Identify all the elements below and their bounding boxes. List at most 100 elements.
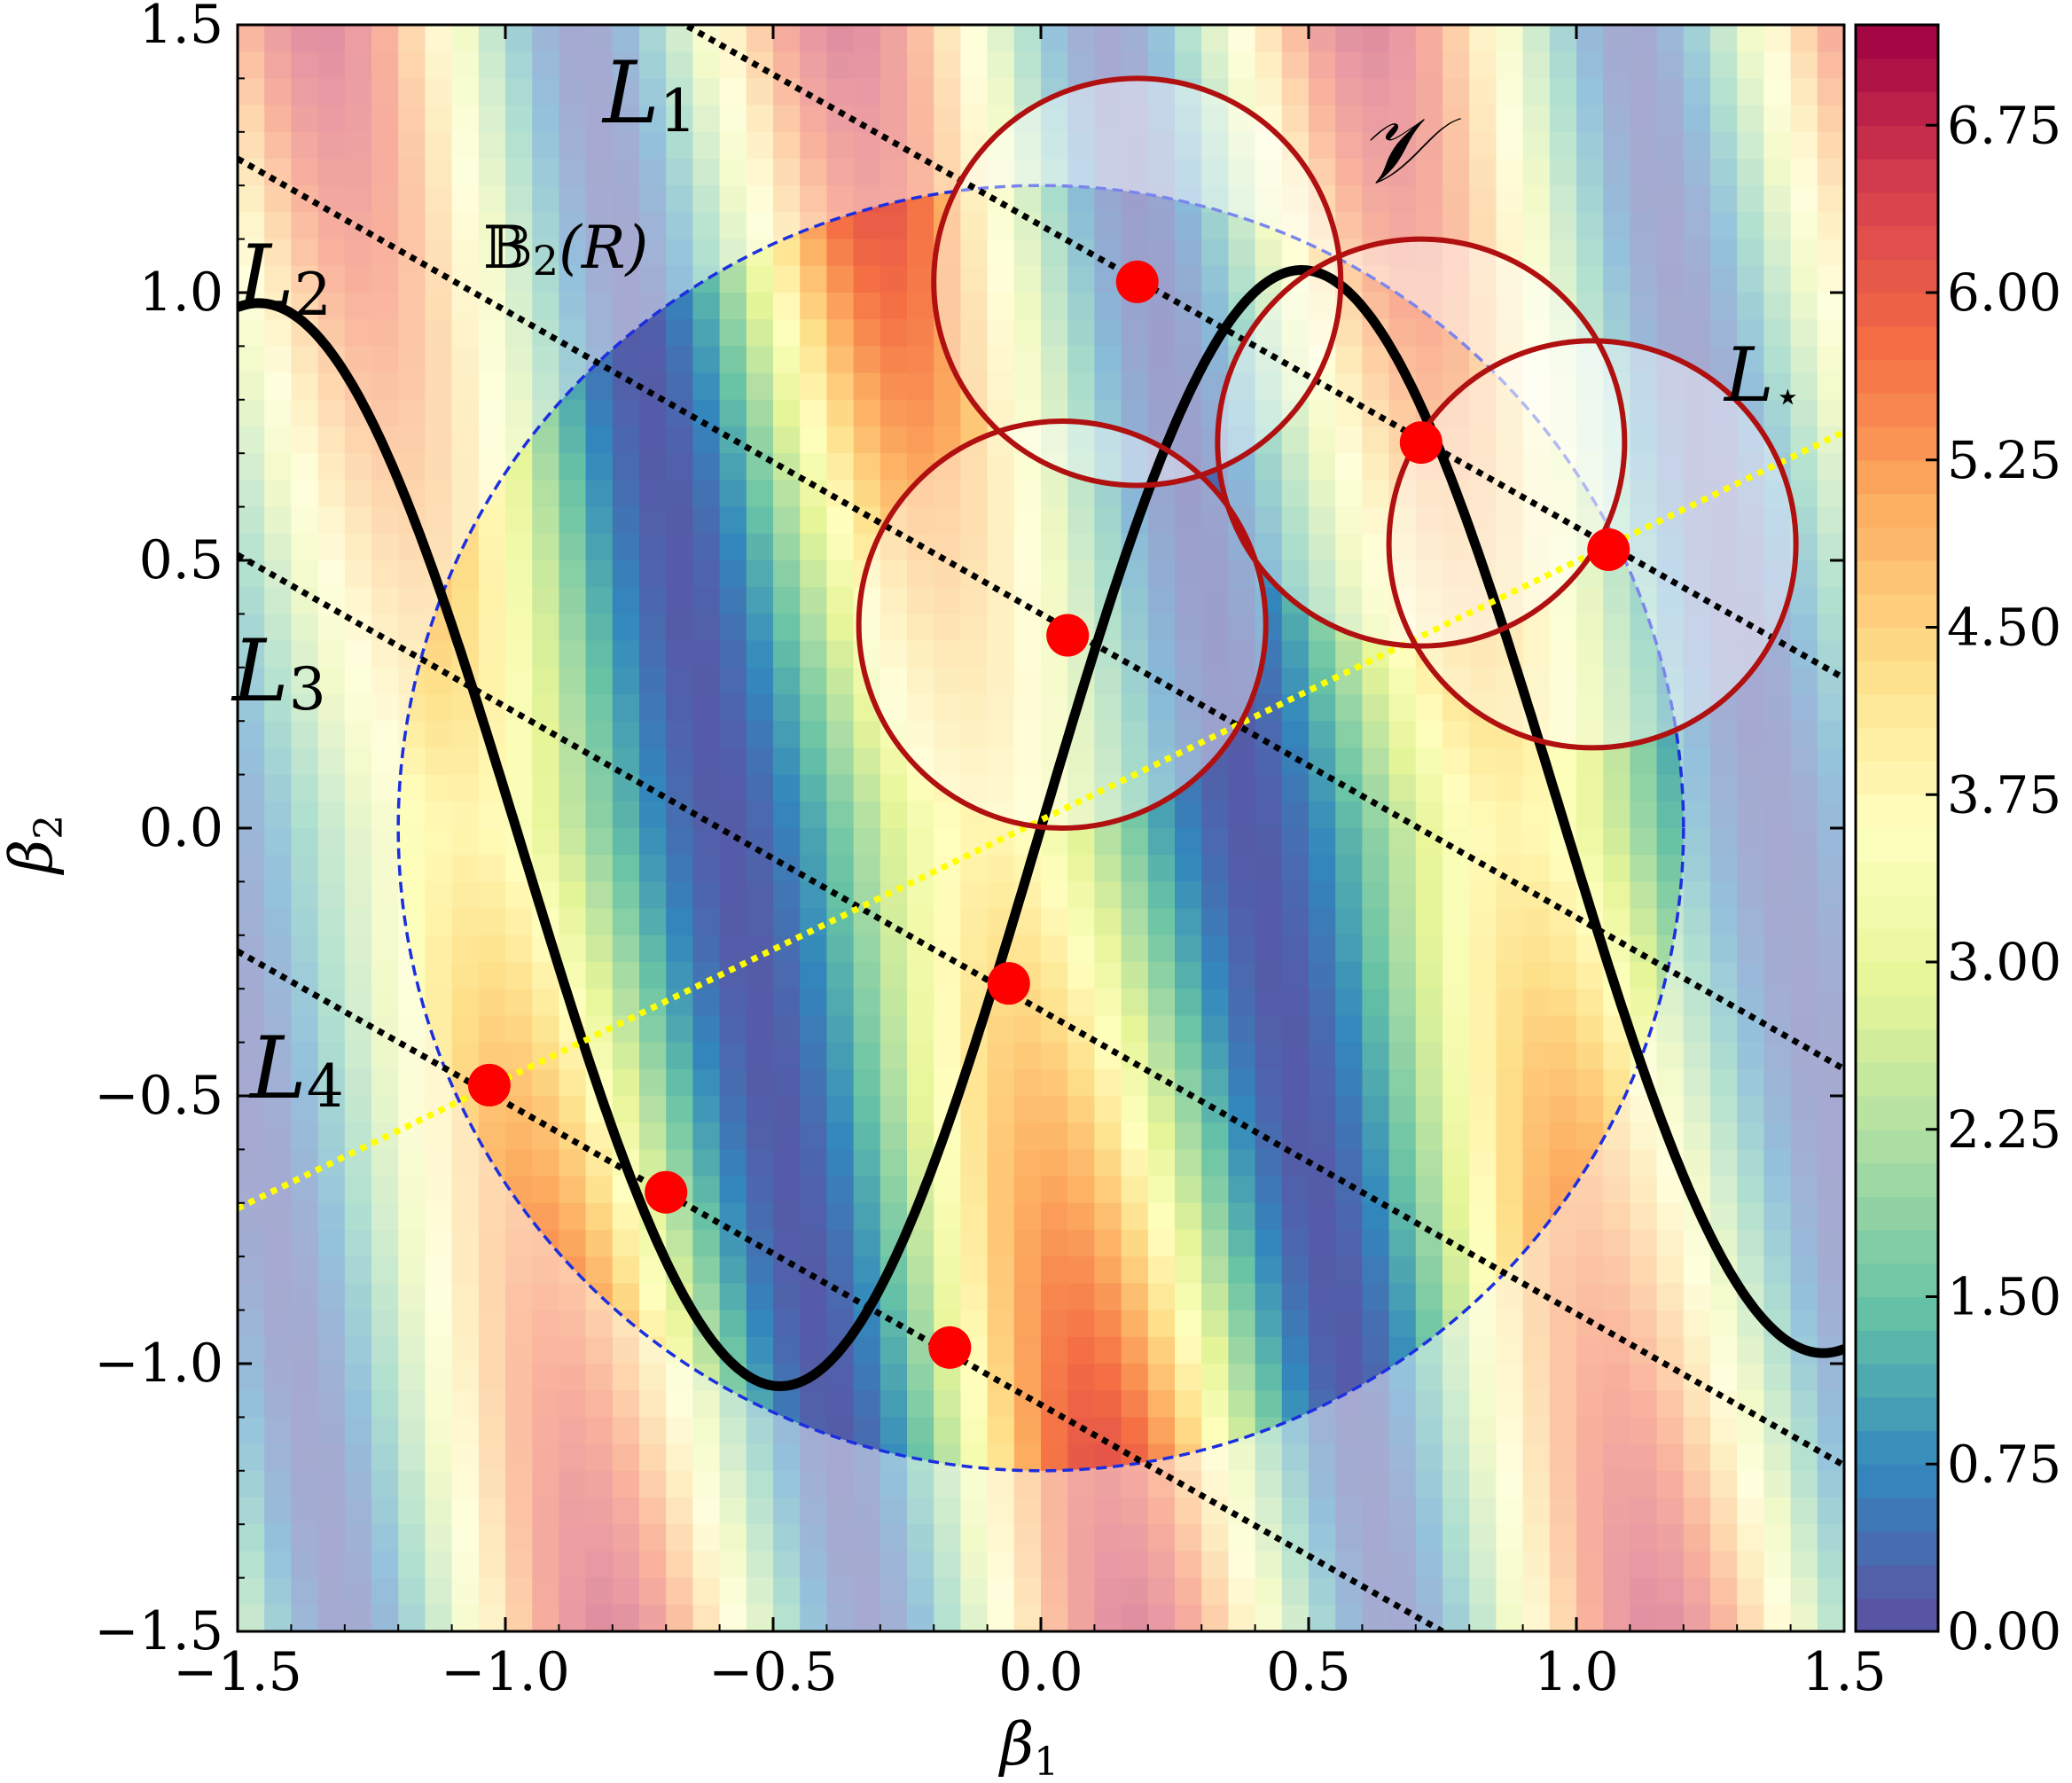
heatmap-cell: [238, 453, 265, 481]
heatmap-cell: [291, 828, 319, 856]
heatmap-cell: [344, 25, 372, 52]
heatmap-cell: [425, 1524, 453, 1552]
heatmap-cell: [264, 319, 293, 348]
heatmap-cell: [398, 1498, 426, 1525]
heatmap-cell-inside: [639, 694, 667, 722]
heatmap-cell: [585, 1551, 614, 1579]
heatmap-cell-inside: [666, 801, 694, 829]
heatmap-cell-inside: [451, 962, 480, 989]
heatmap-cell: [451, 1577, 480, 1606]
heatmap-cell-inside: [719, 989, 747, 1017]
heatmap-cell-inside: [666, 319, 694, 348]
heatmap-cell-inside: [505, 480, 533, 508]
heatmap-cell-inside: [425, 640, 453, 669]
heatmap-cell: [398, 293, 426, 320]
heatmap-cell-inside: [826, 614, 855, 642]
heatmap-cell: [398, 1202, 426, 1231]
heatmap-cell-inside: [800, 801, 828, 829]
heatmap-cell-inside: [826, 774, 855, 802]
heatmap-cell-inside: [773, 533, 801, 561]
heatmap-cell: [425, 506, 453, 535]
heatmap-cell-inside: [666, 1230, 694, 1257]
heatmap-cell: [264, 1390, 293, 1419]
heatmap-cell: [264, 426, 293, 454]
heatmap-cell-inside: [719, 801, 747, 829]
heatmap-cell: [371, 480, 399, 508]
heatmap-cell-inside: [451, 855, 480, 883]
heatmap-cell-inside: [505, 614, 533, 642]
heatmap-cell: [238, 640, 265, 669]
heatmap-cell-inside: [773, 1202, 801, 1231]
heatmap-cell: [612, 105, 640, 133]
heatmap-cell: [291, 265, 319, 293]
heatmap-cell: [291, 506, 319, 535]
heatmap-cell-inside: [719, 293, 747, 320]
heatmap-cell: [371, 935, 399, 963]
heatmap-cell: [371, 105, 399, 133]
heatmap-cell-inside: [800, 1015, 828, 1044]
heatmap-cell-inside: [585, 560, 614, 588]
heatmap-cell: [666, 1551, 694, 1579]
heatmap-cell: [317, 399, 346, 427]
heatmap-cell: [505, 1336, 533, 1365]
heatmap-cell-inside: [612, 1230, 640, 1257]
heatmap-cell: [666, 78, 694, 106]
heatmap-cell: [264, 1310, 293, 1338]
heatmap-cell: [317, 1524, 346, 1552]
heatmap-cell: [398, 1176, 426, 1204]
heatmap-cell: [371, 346, 399, 374]
heatmap-cell-inside: [692, 1042, 721, 1070]
heatmap-cell-inside: [559, 1149, 587, 1177]
heatmap-cell-inside: [800, 372, 828, 401]
heatmap-cell-inside: [719, 480, 747, 508]
heatmap-cell-inside: [666, 533, 694, 561]
heatmap-cell: [238, 1096, 265, 1123]
heatmap-cell-inside: [532, 453, 560, 481]
heatmap-cell-inside: [398, 828, 426, 856]
heatmap-cell: [639, 1498, 667, 1525]
heatmap-cell-inside: [773, 1256, 801, 1285]
heatmap-cell: [264, 989, 293, 1017]
heatmap-cell-inside: [692, 453, 721, 481]
heatmap-cell: [264, 1176, 293, 1204]
heatmap-cell: [425, 25, 453, 52]
heatmap-cell-inside: [559, 881, 587, 910]
heatmap-cell-inside: [826, 587, 855, 615]
heatmap-cell: [425, 1230, 453, 1257]
heatmap-cell-inside: [478, 855, 506, 883]
heatmap-cell: [425, 319, 453, 348]
heatmap-cell: [344, 51, 372, 80]
heatmap-cell: [612, 293, 640, 320]
heatmap-cell-inside: [692, 1230, 721, 1257]
heatmap-cell: [344, 587, 372, 615]
heatmap-cell-inside: [425, 721, 453, 749]
heatmap-cell: [398, 1149, 426, 1177]
heatmap-cell: [559, 293, 587, 320]
heatmap-cell: [238, 881, 265, 910]
heatmap-cell-inside: [639, 828, 667, 856]
heatmap-cell: [238, 372, 265, 401]
heatmap-cell: [425, 1283, 453, 1311]
heatmap-cell-inside: [746, 694, 774, 722]
heatmap-cell-inside: [746, 962, 774, 989]
heatmap-cell: [264, 131, 293, 160]
heatmap-cell-inside: [612, 346, 640, 374]
heatmap-cell-inside: [666, 828, 694, 856]
heatmap-cell: [344, 1256, 372, 1285]
heatmap-cell-inside: [719, 1283, 747, 1311]
heatmap-cell-inside: [505, 560, 533, 588]
heatmap-cell: [371, 801, 399, 829]
heatmap-cell-inside: [559, 560, 587, 588]
heatmap-cell: [559, 1604, 587, 1631]
heatmap-cell-inside: [773, 1122, 801, 1151]
heatmap-cell: [425, 212, 453, 240]
heatmap-cell: [317, 855, 346, 883]
heatmap-cell: [666, 1604, 694, 1631]
heatmap-cell: [425, 1498, 453, 1525]
heatmap-cell: [344, 1364, 372, 1391]
heatmap-cell: [639, 265, 667, 293]
heatmap-cell-inside: [612, 1096, 640, 1123]
heatmap-cell: [291, 1283, 319, 1311]
heatmap-cell-inside: [800, 239, 828, 267]
heatmap-cell-inside: [559, 1096, 587, 1123]
